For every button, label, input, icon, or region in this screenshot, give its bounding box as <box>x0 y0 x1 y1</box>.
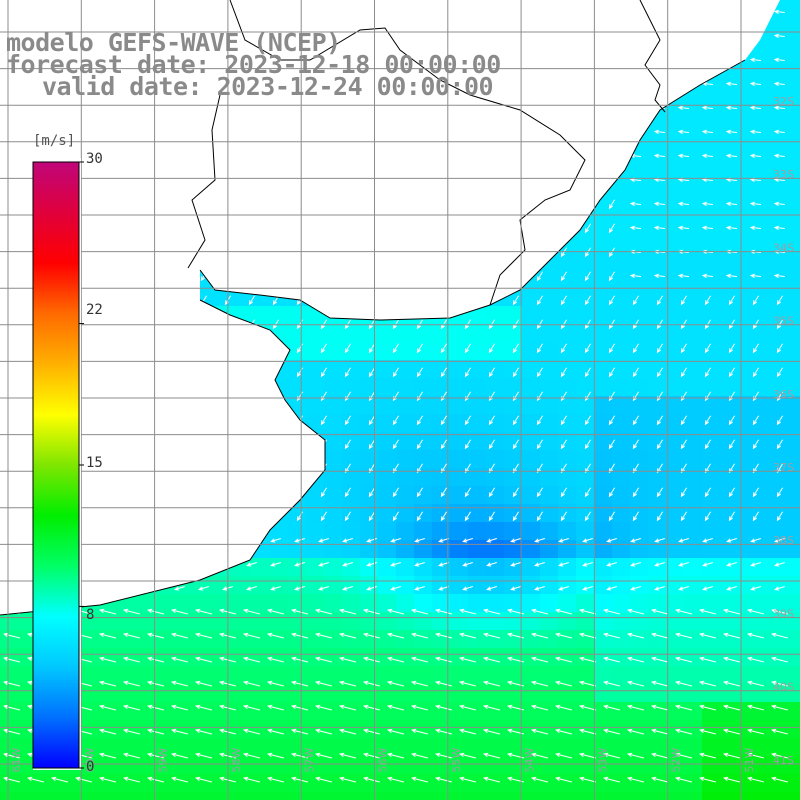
lat-label: 39S <box>773 607 794 620</box>
lat-label: 35S <box>773 315 794 328</box>
lon-label: 51W <box>743 747 756 772</box>
colorbar-tick-0: 0 <box>86 759 95 775</box>
map-title-valid-date: valid date: 2023-12-24 00:00:00 <box>42 72 494 101</box>
lat-label: 32S <box>773 95 794 108</box>
colorbar-unit: [m/s] <box>33 133 76 149</box>
lat-label: 34S <box>773 241 794 254</box>
latitude-labels: 32S 33S 34S 35S 36S 37S 38S 39S 40S 41S <box>773 95 794 767</box>
lat-label: 36S <box>773 388 794 401</box>
map-title-model: modelo GEFS-WAVE (NCEP) <box>6 28 341 57</box>
map-title-forecast-date: forecast date: 2023-12-18 00:00:00 <box>6 50 501 79</box>
lon-label: 57W <box>303 747 316 772</box>
longitude-labels: 61W 60W 59W 58W 57W 56W 55W 54W 53W 52W 51W <box>10 747 756 772</box>
lon-label: 58W <box>230 747 243 772</box>
lon-label: 55W <box>450 747 463 772</box>
lon-label: 54W <box>523 747 536 772</box>
lat-label: 38S <box>773 534 794 547</box>
colorbar <box>32 158 84 770</box>
lat-label: 33S <box>773 168 794 181</box>
colorbar-tick-22: 22 <box>86 302 103 318</box>
colorbar-tick-30: 30 <box>86 151 103 167</box>
lat-label: 40S <box>773 681 794 694</box>
lon-label: 53W <box>596 747 609 772</box>
lon-label: 59W <box>157 747 170 772</box>
colorbar-tick-8: 8 <box>86 607 95 623</box>
lat-label: 41S <box>773 754 794 767</box>
lon-label: 61W <box>10 747 23 772</box>
lat-label: 37S <box>773 461 794 474</box>
lon-label: 52W <box>670 747 683 772</box>
lon-label: 56W <box>377 747 390 772</box>
lon-label: 60W <box>83 747 96 772</box>
colorbar-tick-15: 15 <box>86 455 103 471</box>
